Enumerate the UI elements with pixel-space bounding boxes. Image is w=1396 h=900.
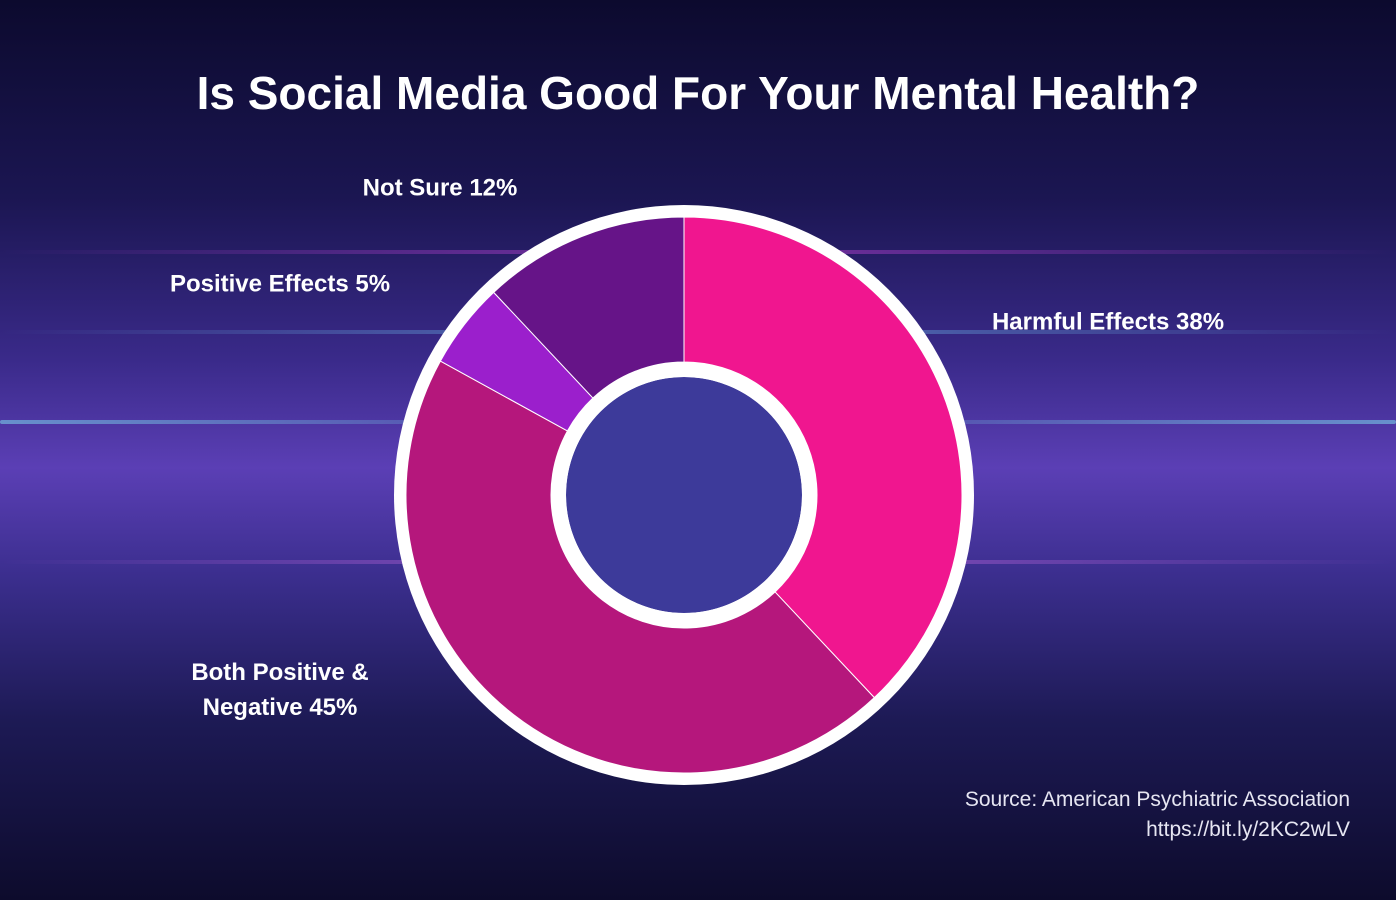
slice-label: Harmful Effects 38% — [908, 305, 1308, 340]
source-url: https://bit.ly/2KC2wLV — [1146, 818, 1350, 841]
donut-inner-ring — [551, 362, 817, 628]
donut-hole — [566, 377, 802, 613]
slice-label: Both Positive & Negative 45% — [168, 655, 393, 725]
slice-value: 38% — [1176, 308, 1225, 336]
slice-category: Not Sure — [362, 174, 463, 202]
slice-value: 45% — [309, 694, 358, 721]
source: Source: American Psychiatric Association — [964, 788, 1350, 811]
slice-value: 12% — [469, 174, 518, 202]
slice-category: Harmful Effects — [991, 308, 1170, 336]
chart-title: Is Social Media Good For Your Mental Hea… — [197, 67, 1200, 119]
slice-value: 5% — [355, 270, 391, 298]
slice-category: Positive Effects — [169, 270, 349, 298]
slice-label: Not Sure 12% — [240, 171, 640, 206]
slice-label: Positive Effects 5% — [80, 267, 480, 302]
slice-category: Both Positive & Negative — [191, 659, 369, 721]
